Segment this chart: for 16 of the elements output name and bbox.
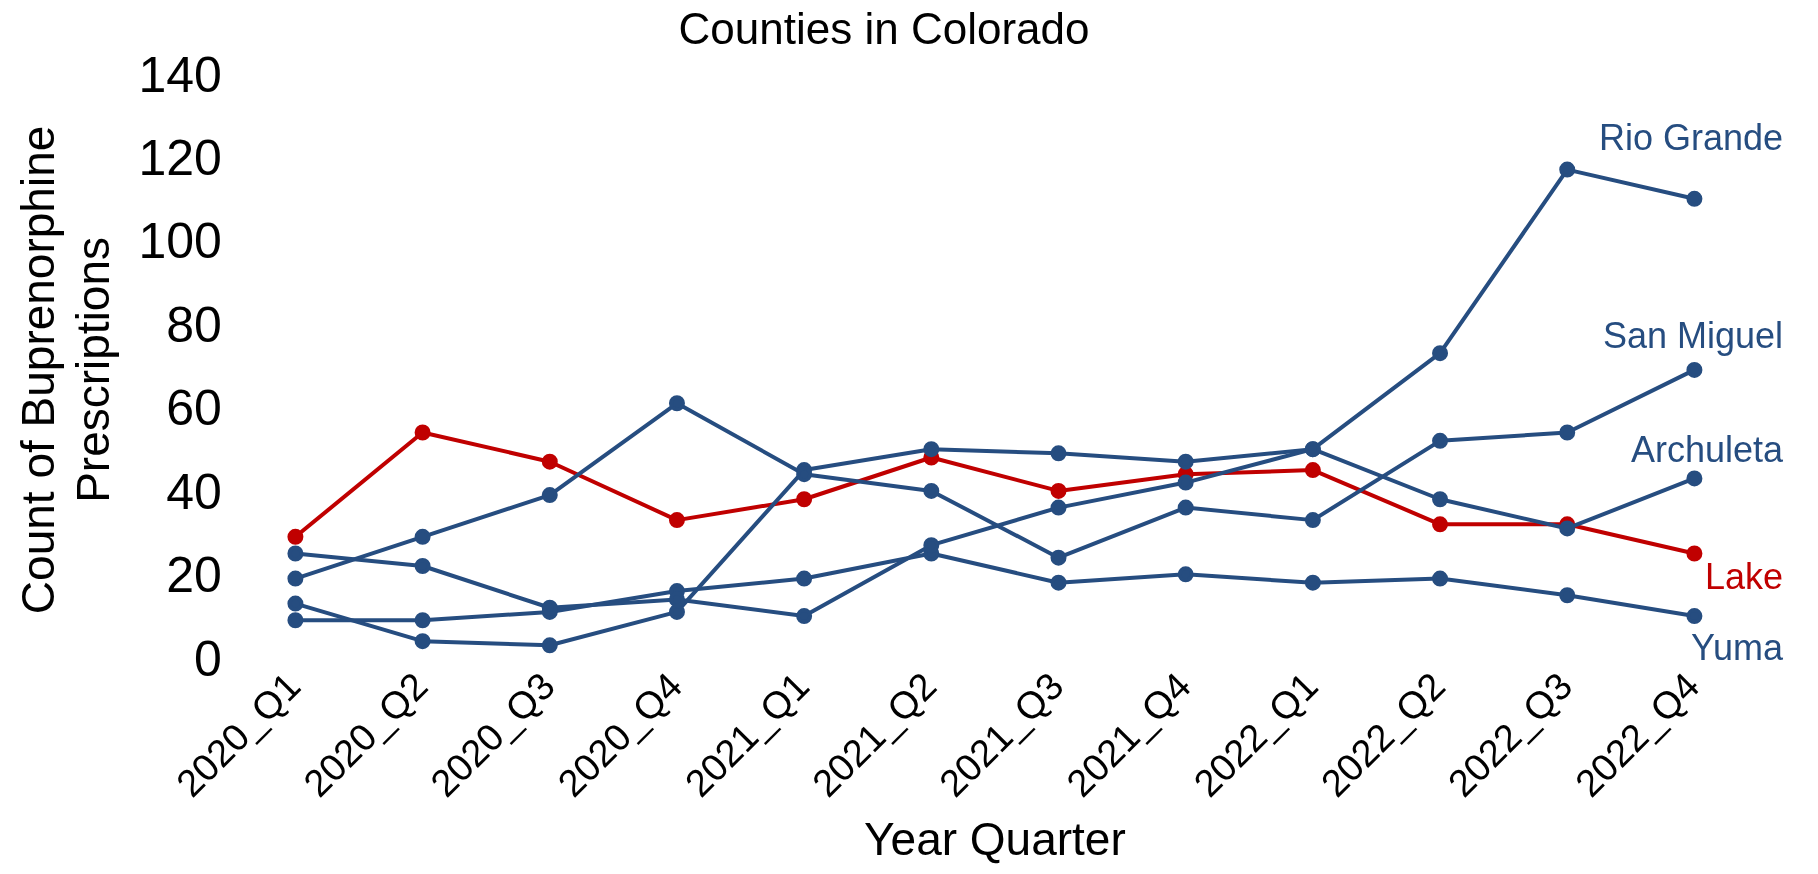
y-tick-label: 80 <box>166 296 222 353</box>
y-tick-label: 100 <box>138 213 222 270</box>
y-tick-label: 120 <box>138 130 222 187</box>
x-axis-title: Year Quarter <box>864 813 1126 866</box>
y-tick-label: 40 <box>166 463 222 520</box>
series-label: Rio Grande <box>1598 116 1783 158</box>
y-axis-title: Count of Buprenorphine Prescriptions <box>12 125 120 615</box>
y-tick-label: 140 <box>138 46 222 103</box>
series-label: Yuma <box>1690 627 1784 669</box>
y-tick-label: 0 <box>194 630 222 687</box>
y-tick-label: 20 <box>166 547 222 604</box>
series-label: San Miguel <box>1602 314 1783 356</box>
series-label: Archuleta <box>1630 429 1784 471</box>
series-label: Lake <box>1704 556 1783 598</box>
chart-title: Counties in Colorado <box>678 3 1090 53</box>
y-tick-label: 60 <box>166 380 222 437</box>
